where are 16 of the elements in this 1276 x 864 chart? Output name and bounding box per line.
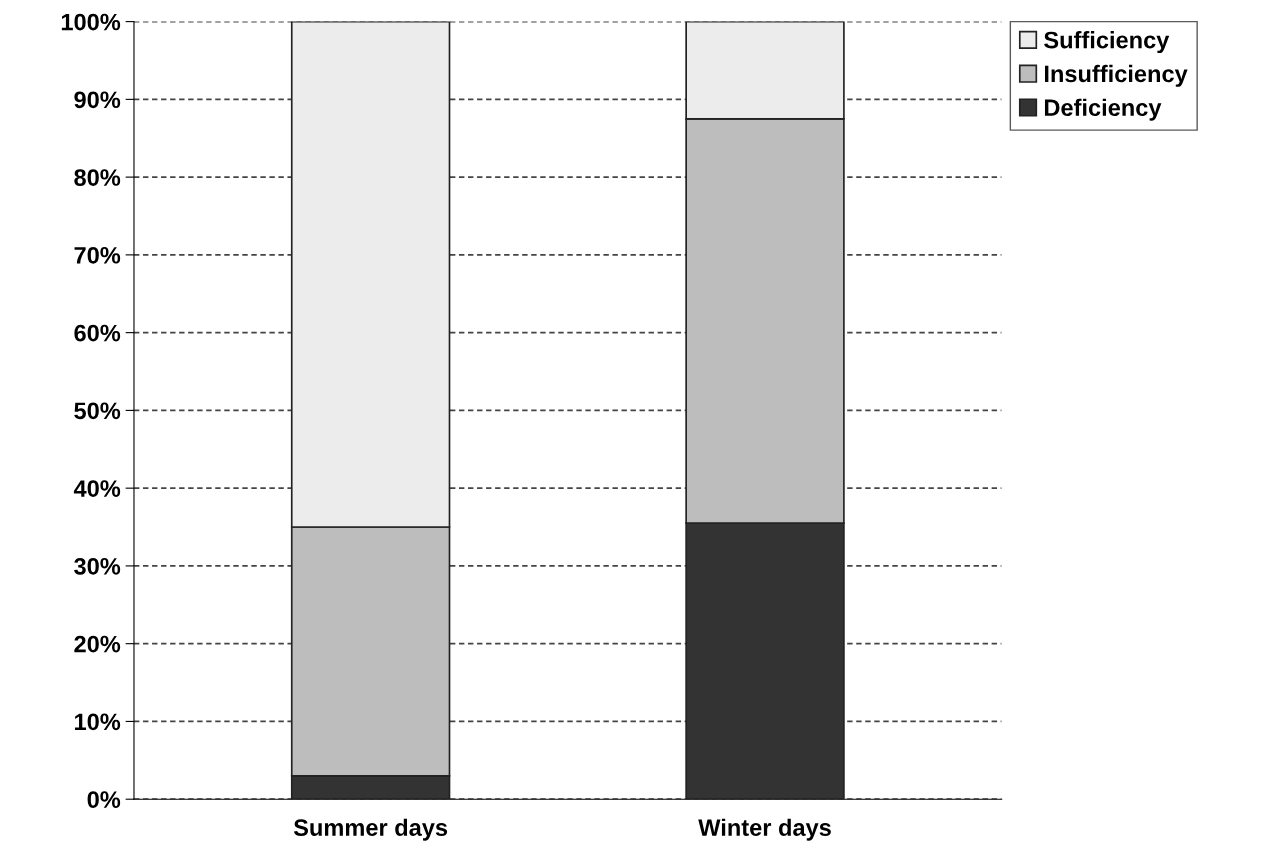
legend-label: Sufficiency [1044, 31, 1170, 54]
y-tick-label: 90% [74, 91, 121, 109]
x-tick-label: Winter days [698, 818, 831, 841]
y-tick-label: 40% [73, 480, 121, 497]
y-tick-label: 50% [74, 402, 121, 420]
x-tick-label: Summer days [293, 818, 448, 841]
y-tick-label: 0% [87, 791, 121, 808]
y-tick-label: 60% [74, 324, 121, 342]
legend-label: Insufficiency [1044, 64, 1188, 87]
y-tick-label: 100% [61, 13, 121, 31]
legend-label: Deficiency [1044, 98, 1162, 121]
y-tick-label: 80% [74, 169, 121, 186]
y-tick-label: 10% [75, 713, 121, 731]
y-tick-label: 70% [74, 246, 121, 264]
y-tick-label: 30% [74, 557, 121, 575]
y-tick-label: 20% [74, 635, 121, 653]
